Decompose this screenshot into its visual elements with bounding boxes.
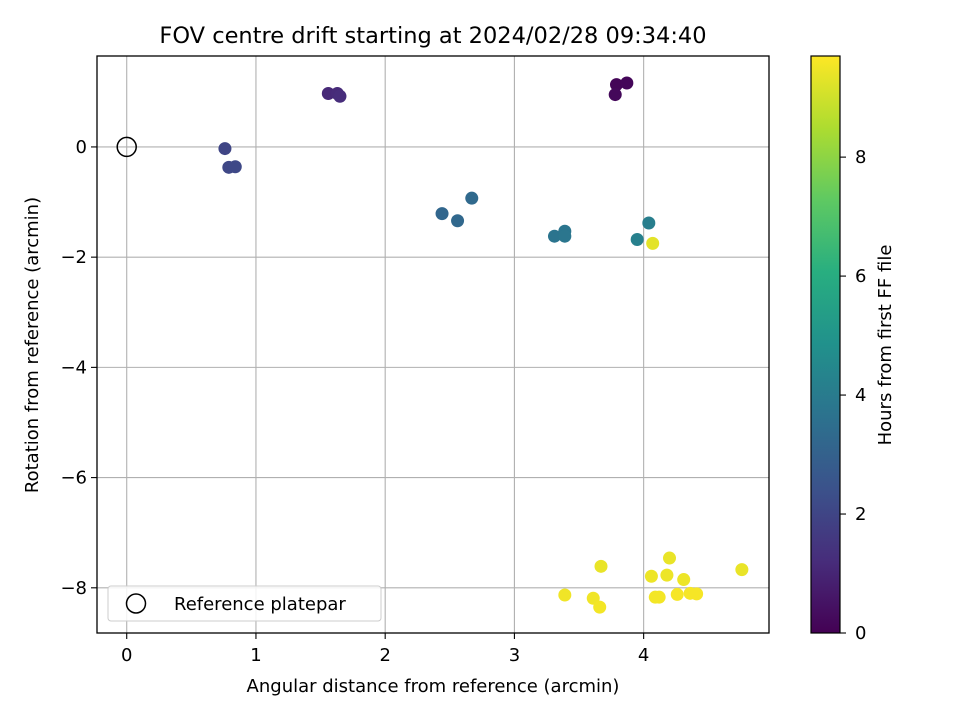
- grid: [97, 56, 769, 633]
- colorbar: [810, 55, 841, 634]
- colorbar-tick-label: 4: [855, 385, 866, 406]
- data-point: [333, 89, 347, 103]
- data-point: [465, 191, 479, 205]
- chart-title: FOV centre drift starting at 2024/02/28 …: [159, 23, 706, 49]
- data-point: [690, 587, 704, 601]
- data-point: [735, 563, 749, 577]
- legend-box: [107, 585, 382, 622]
- y-axis-label: Rotation from reference (arcmin): [22, 197, 43, 493]
- x-tick-label: 2: [379, 645, 390, 666]
- x-axis-ticks: 0 1 2 3 4: [121, 633, 649, 666]
- plot-frame: [96, 55, 770, 634]
- data-point: [218, 142, 232, 156]
- legend-marker-reference: [125, 593, 147, 614]
- data-point: [620, 76, 634, 90]
- y-tick-label: −2: [60, 247, 87, 268]
- colorbar-tick-label: 0: [855, 623, 866, 644]
- data-point: [558, 229, 572, 243]
- colorbar-ticks: 0 2 4 6 8: [840, 147, 866, 644]
- y-tick-label: −6: [60, 468, 87, 489]
- y-axis-ticks: 0 −2 −4 −6 −8: [60, 137, 97, 599]
- colorbar-tick-label: 8: [855, 147, 866, 168]
- data-point: [630, 233, 644, 247]
- x-tick-label: 3: [509, 645, 520, 666]
- legend-label-reference: Reference platepar: [174, 594, 346, 615]
- x-tick-label: 1: [250, 645, 261, 666]
- data-point: [642, 216, 656, 230]
- x-tick-label: 0: [121, 645, 132, 666]
- data-point: [610, 78, 624, 92]
- y-tick-label: −8: [60, 578, 87, 599]
- y-tick-label: 0: [76, 137, 87, 158]
- data-point: [594, 559, 608, 573]
- data-point: [451, 214, 465, 228]
- colorbar-label: Hours from first FF file: [875, 245, 896, 446]
- x-axis-label: Angular distance from reference (arcmin): [247, 676, 620, 697]
- data-point: [558, 588, 572, 602]
- data-points: [116, 76, 749, 614]
- x-tick-label: 4: [638, 645, 649, 666]
- data-point: [593, 600, 607, 614]
- data-point: [670, 587, 684, 601]
- data-point: [652, 590, 666, 604]
- colorbar-tick-label: 6: [855, 266, 866, 287]
- data-point: [644, 569, 658, 583]
- reference-point-marker: [116, 136, 137, 158]
- data-point: [547, 229, 561, 243]
- colorbar-tick-label: 2: [855, 504, 866, 525]
- data-point: [677, 573, 691, 587]
- data-point: [435, 207, 449, 221]
- data-point: [662, 551, 676, 565]
- data-point: [646, 236, 660, 250]
- y-tick-label: −4: [60, 357, 87, 378]
- data-point: [228, 160, 242, 174]
- data-point: [660, 568, 674, 582]
- legend: Reference platepar: [107, 585, 382, 622]
- data-point: [608, 88, 622, 102]
- data-point: [321, 86, 335, 100]
